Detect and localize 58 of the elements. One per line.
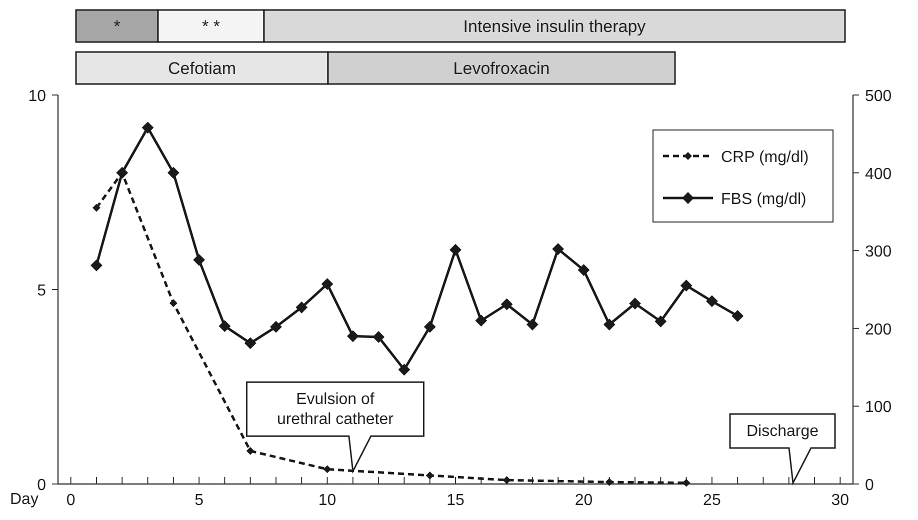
point [167, 166, 180, 179]
point [372, 331, 385, 343]
point [578, 264, 590, 276]
y-tick-label: 10 [28, 88, 46, 105]
point [92, 204, 100, 212]
y2-tick-label: 500 [865, 88, 892, 105]
point [218, 320, 231, 332]
point [169, 299, 178, 308]
point [193, 254, 205, 266]
point [605, 478, 614, 486]
point [526, 318, 538, 330]
point [706, 295, 718, 308]
point [246, 446, 254, 455]
point [424, 320, 436, 333]
y2-tick-label: 0 [865, 477, 874, 494]
x-tick-label: 20 [574, 492, 593, 509]
y-tick-label: 0 [37, 477, 46, 494]
point [475, 314, 488, 327]
point [426, 471, 434, 480]
x-tick-label: 30 [831, 492, 850, 509]
point [323, 465, 332, 474]
point [680, 280, 692, 292]
y2-tick-label: 200 [865, 321, 892, 338]
point [732, 310, 744, 322]
y-tick-label: 5 [37, 282, 46, 300]
text: * * [202, 17, 220, 36]
point [500, 298, 513, 310]
point [450, 244, 462, 256]
text: * [114, 17, 121, 36]
text: Intensive insulin therapy [463, 17, 646, 36]
point [502, 476, 511, 484]
point [629, 298, 641, 310]
x-tick-label: 25 [703, 492, 721, 509]
point [142, 122, 154, 134]
y2-tick-label: 400 [865, 166, 892, 183]
point [603, 318, 616, 330]
text: Levofroxacin [453, 59, 550, 78]
point [552, 243, 564, 255]
x-tick-label: 5 [194, 492, 204, 509]
legend-label: CRP (mg/dl) [721, 149, 809, 166]
point [321, 278, 334, 290]
x-tick-label: 0 [66, 492, 76, 509]
legend-label: FBS (mg/dl) [721, 191, 806, 208]
point [270, 320, 282, 333]
y2-tick-label: 100 [865, 399, 892, 416]
x-tick-label: 10 [318, 492, 336, 509]
x-tick-label: 15 [446, 492, 464, 509]
point [654, 315, 667, 328]
x-axis-title: Day [10, 491, 38, 508]
point [90, 259, 102, 272]
point [346, 330, 359, 342]
annotation: Evulsion of urethral catheter [276, 391, 394, 428]
y2-tick-label: 300 [865, 244, 892, 261]
point [296, 301, 308, 314]
annotation: Discharge [746, 423, 819, 440]
point [244, 337, 256, 350]
text: Cefotiam [168, 59, 236, 78]
point [398, 364, 410, 376]
